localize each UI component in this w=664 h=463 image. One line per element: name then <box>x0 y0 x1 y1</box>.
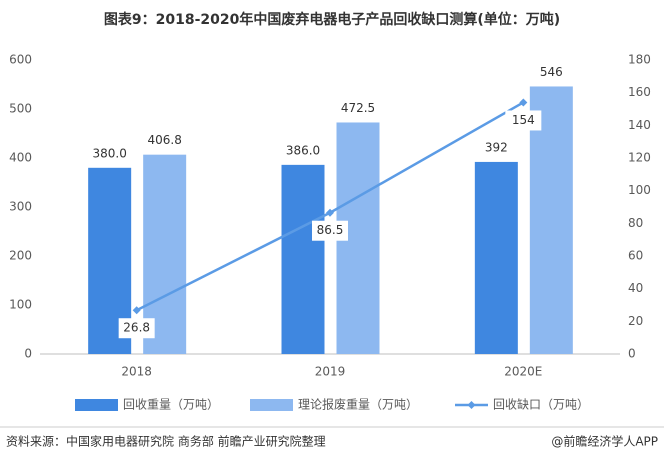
y2-tick-label: 160 <box>628 85 651 99</box>
bar <box>474 161 518 354</box>
y-tick-label: 500 <box>9 102 32 116</box>
label-box <box>312 220 348 241</box>
value-label: 386.0 <box>286 143 320 157</box>
legend-swatch <box>250 399 293 411</box>
legend-label: 回收缺口（万吨） <box>493 397 589 412</box>
x-tick-label: 2018 <box>121 365 152 379</box>
x-tick-label: 2020E <box>504 365 542 379</box>
y2-tick-label: 100 <box>628 183 651 197</box>
y-tick-label: 300 <box>9 200 32 214</box>
legend-label: 理论报废重量（万吨） <box>298 397 418 412</box>
value-label: 26.8 <box>123 321 150 335</box>
y-tick-label: 600 <box>9 53 32 67</box>
y2-tick-label: 20 <box>628 314 643 328</box>
y2-tick-label: 140 <box>628 118 651 132</box>
chart-title: 图表9：2018-2020年中国废弃电器电子产品回收缺口测算(单位：万吨) <box>104 11 560 28</box>
y2-tick-label: 80 <box>628 216 643 230</box>
legend-swatch <box>75 399 118 411</box>
label-box <box>505 110 542 131</box>
label-box <box>118 318 155 339</box>
y2-tick-label: 60 <box>628 249 643 263</box>
value-label: 380.0 <box>92 146 126 160</box>
source: 资料来源：中国家用电器研究院 商务部 前瞻产业研究院整理 <box>6 434 326 449</box>
value-label: 86.5 <box>317 223 344 237</box>
y2-tick-label: 180 <box>628 53 651 67</box>
y-tick-label: 200 <box>9 249 32 263</box>
line-marker <box>132 306 141 315</box>
line <box>136 101 524 312</box>
line-marker <box>326 208 334 217</box>
y-tick-label: 400 <box>9 151 32 165</box>
value-label: 406.8 <box>147 133 181 147</box>
bar <box>281 164 325 354</box>
y2-tick-label: 40 <box>628 281 643 295</box>
value-label: 546 <box>540 65 563 79</box>
legend-label: 回收重量（万吨） <box>123 398 219 412</box>
value-label: 392 <box>485 140 508 154</box>
y-tick-label: 0 <box>24 347 32 361</box>
y-tick-label: 100 <box>9 298 32 312</box>
credit: @前瞻经济学人APP <box>551 434 658 449</box>
value-label: 472.5 <box>341 101 375 115</box>
y2-tick-label: 0 <box>628 347 636 361</box>
bar <box>529 86 573 355</box>
value-label: 154 <box>512 113 535 127</box>
line-marker <box>519 98 528 107</box>
legend-marker <box>467 401 476 409</box>
x-tick-label: 2019 <box>315 365 346 379</box>
y2-tick-label: 120 <box>628 151 651 165</box>
